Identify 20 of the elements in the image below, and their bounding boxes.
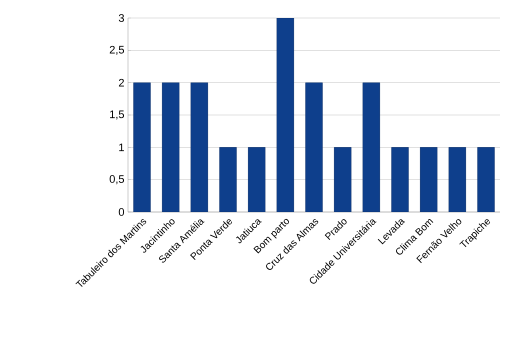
bar (448, 147, 466, 212)
y-tick-label: 0,5 (110, 175, 124, 184)
y-tick-label: 3 (118, 14, 124, 22)
y-tick-label: 2 (118, 78, 124, 86)
bar (190, 82, 208, 212)
bar (248, 147, 266, 212)
bar (305, 82, 323, 212)
y-tick-label: 2,5 (110, 46, 124, 55)
bar (334, 147, 352, 212)
bar (477, 147, 495, 212)
y-tick-label: 1 (119, 144, 124, 152)
y-tick-label: 0 (118, 208, 124, 216)
bar (219, 147, 237, 212)
bar (362, 82, 380, 212)
bar (162, 82, 180, 212)
bar (420, 147, 438, 212)
bar (391, 147, 409, 212)
bar (133, 82, 151, 212)
y-tick-label: 1,5 (110, 110, 124, 120)
bar (276, 18, 294, 212)
